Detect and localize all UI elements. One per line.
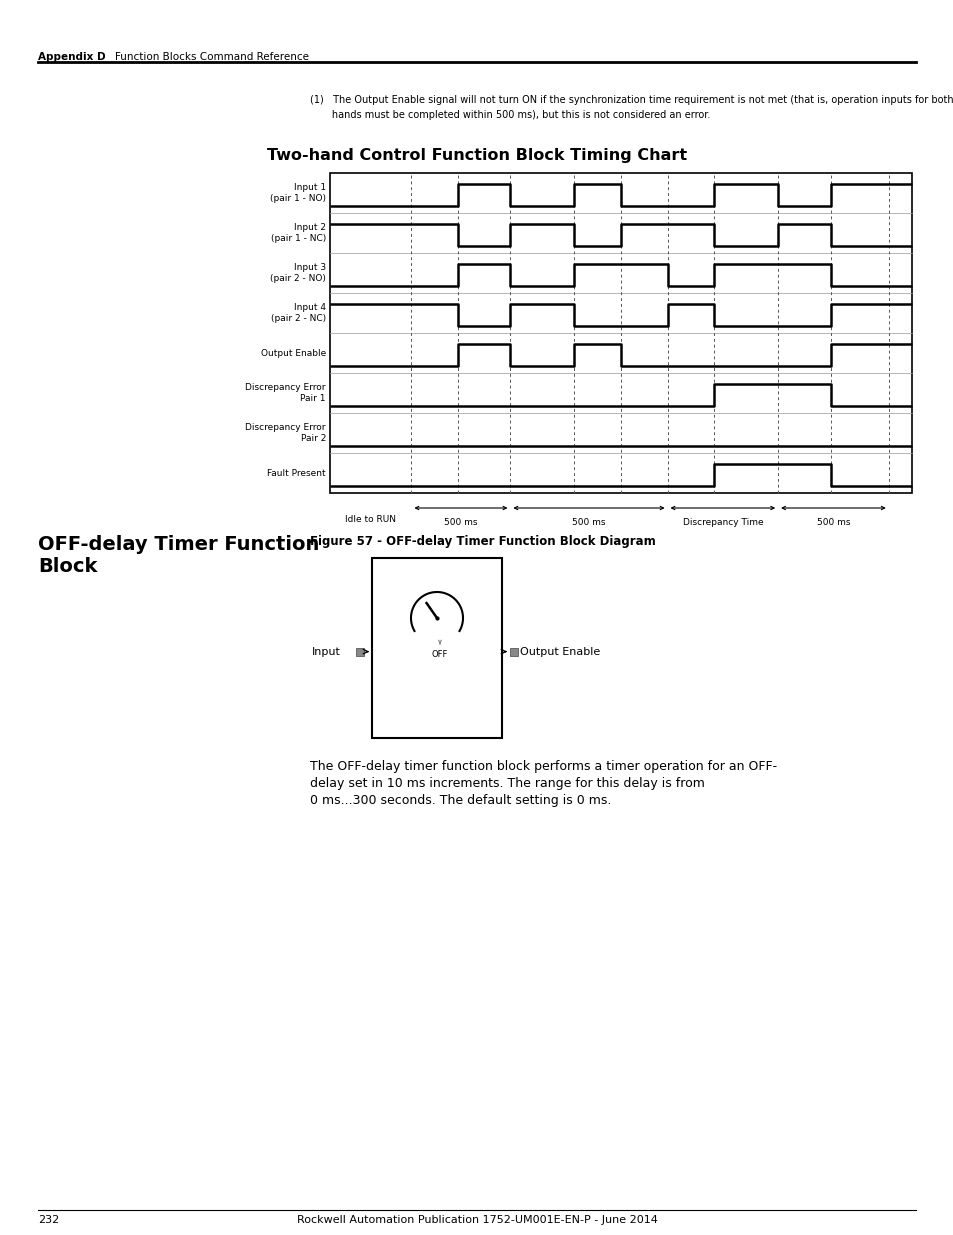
Text: Figure 57 - OFF-delay Timer Function Block Diagram: Figure 57 - OFF-delay Timer Function Blo… <box>310 535 655 548</box>
Text: Input 1
(pair 1 - NO): Input 1 (pair 1 - NO) <box>270 183 326 203</box>
Text: Discrepancy Time: Discrepancy Time <box>681 517 762 527</box>
Text: Function Blocks Command Reference: Function Blocks Command Reference <box>115 52 309 62</box>
Text: Fault Present: Fault Present <box>267 468 326 478</box>
Text: Appendix D: Appendix D <box>38 52 106 62</box>
Text: 500 ms: 500 ms <box>816 517 849 527</box>
Text: Input 2
(pair 1 - NC): Input 2 (pair 1 - NC) <box>271 224 326 243</box>
Text: Input 3
(pair 2 - NO): Input 3 (pair 2 - NO) <box>270 263 326 283</box>
Text: Discrepancy Error
Pair 1: Discrepancy Error Pair 1 <box>245 383 326 403</box>
Text: 0 ms...300 seconds. The default setting is 0 ms.: 0 ms...300 seconds. The default setting … <box>310 794 611 806</box>
Text: hands must be completed within 500 ms), but this is not considered an error.: hands must be completed within 500 ms), … <box>310 110 710 120</box>
Bar <box>330 173 911 493</box>
Text: delay set in 10 ms increments. The range for this delay is from: delay set in 10 ms increments. The range… <box>310 777 704 790</box>
Text: OFF: OFF <box>432 650 448 659</box>
Text: Input 4
(pair 2 - NC): Input 4 (pair 2 - NC) <box>271 304 326 322</box>
Text: 500 ms: 500 ms <box>572 517 605 527</box>
Text: Output Enable: Output Enable <box>519 647 599 657</box>
Text: Input: Input <box>312 647 340 657</box>
Text: OFF-delay Timer Function: OFF-delay Timer Function <box>38 535 319 555</box>
Text: Output Enable: Output Enable <box>260 348 326 357</box>
Text: Idle to RUN: Idle to RUN <box>345 515 395 524</box>
Text: The OFF-delay timer function block performs a timer operation for an OFF-: The OFF-delay timer function block perfo… <box>310 760 777 773</box>
Bar <box>372 558 501 739</box>
Text: Two-hand Control Function Block Timing Chart: Two-hand Control Function Block Timing C… <box>267 148 686 163</box>
Text: 500 ms: 500 ms <box>444 517 477 527</box>
Text: Block: Block <box>38 557 97 576</box>
Text: Rockwell Automation Publication 1752-UM001E-EN-P - June 2014: Rockwell Automation Publication 1752-UM0… <box>296 1215 657 1225</box>
Text: (1)   The Output Enable signal will not turn ON if the synchronization time requ: (1) The Output Enable signal will not tu… <box>310 95 953 105</box>
Bar <box>355 647 364 656</box>
Text: Discrepancy Error
Pair 2: Discrepancy Error Pair 2 <box>245 424 326 442</box>
Bar <box>510 647 517 656</box>
Text: 232: 232 <box>38 1215 59 1225</box>
